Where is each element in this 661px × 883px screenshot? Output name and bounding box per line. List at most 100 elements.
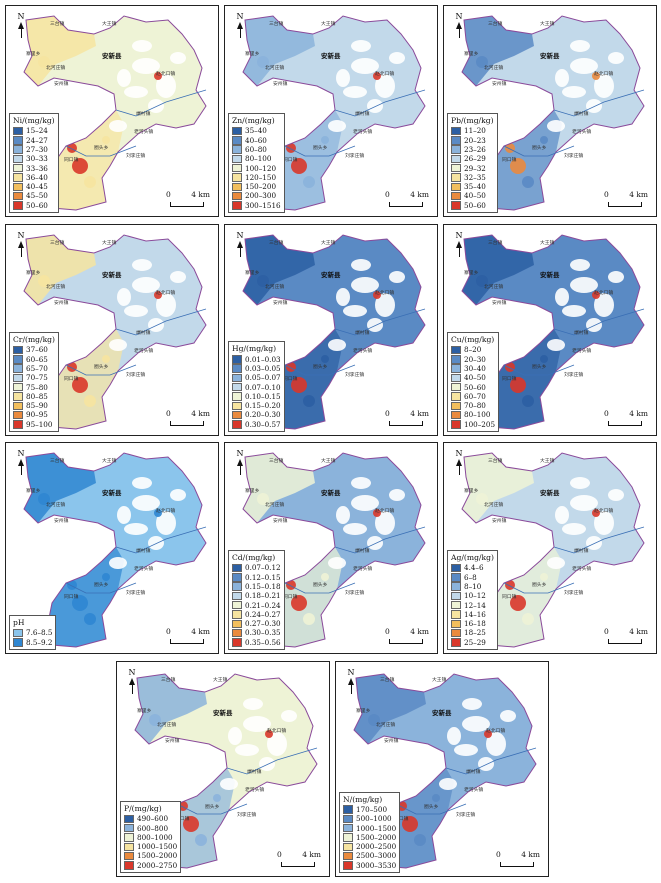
scale-start-label: 0 [604, 190, 609, 199]
legend-swatch [451, 355, 461, 364]
legend-label: 3000–3530 [356, 860, 397, 870]
legend-item: 0.35–0.56 [232, 638, 281, 647]
legend-item: 0.20–0.30 [232, 410, 281, 419]
lake-patch [343, 305, 367, 317]
map-canvas [242, 15, 426, 211]
scale-bar: 0 4 km [166, 190, 210, 210]
town-label: 赵北口镇 [375, 72, 395, 77]
legend-item: 200–300 [232, 191, 281, 200]
lake-patch [367, 536, 383, 550]
town-label: 同口镇 [175, 816, 190, 822]
town-label: 赵北口镇 [375, 509, 395, 514]
legend-swatch [451, 563, 461, 573]
legend-item: 120–150 [232, 173, 281, 182]
legend-item: 0.07–0.10 [232, 383, 281, 392]
region-west-fill [24, 235, 96, 305]
legend-item: 1500–2000 [343, 833, 396, 842]
town-label: 大王镇 [540, 459, 555, 464]
scale-start-label: 0 [385, 409, 390, 418]
concentration-hotspot [540, 573, 548, 581]
concentration-hotspot [84, 395, 96, 407]
scale-bar-line [608, 202, 642, 207]
legend-swatch [451, 373, 461, 383]
legend-title: Ag/(mg/kg) [451, 553, 494, 563]
town-label: 端村镇 [136, 549, 151, 554]
legend-swatch [451, 163, 461, 173]
county-seat-label: 安新县 [321, 271, 341, 279]
legend-label: 1000–1500 [137, 842, 178, 852]
concentration-hotspot [154, 291, 162, 299]
lake-patch [267, 732, 287, 756]
legend-label: 35–40 [245, 126, 267, 136]
map-canvas [461, 452, 645, 648]
road-line [284, 364, 356, 376]
lake-patch [117, 288, 131, 306]
legend-swatch [232, 563, 242, 573]
legend-swatch [13, 191, 23, 201]
county-seat-label: 安新县 [321, 52, 341, 60]
lake-patch [562, 305, 586, 317]
legend-label: 170–500 [356, 804, 388, 814]
legend-item: 100–205 [451, 420, 495, 429]
legend-swatch [124, 833, 134, 842]
legend-item: 8–20 [451, 345, 495, 354]
lake-patch [462, 698, 482, 710]
county-boundary [242, 452, 426, 648]
legend-swatch [451, 420, 461, 429]
legend-label: 16–18 [464, 619, 486, 629]
lake-patch [328, 339, 346, 351]
legend-label: 2000–2500 [356, 842, 397, 852]
lake-patch [243, 716, 271, 732]
town-label: 老河头镇 [464, 788, 484, 794]
town-label: 北河庄镇 [484, 285, 504, 290]
legend-swatch [451, 591, 461, 601]
legend-label: 95–100 [26, 419, 53, 429]
county-boundary [461, 15, 645, 211]
concentration-hotspot [522, 395, 534, 407]
legend-label: 10–12 [464, 591, 486, 601]
concentration-hotspot [84, 176, 96, 188]
concentration-hotspot [510, 595, 526, 611]
scale-start-label: 0 [604, 627, 609, 636]
road-line [503, 145, 575, 157]
region-south-fill [267, 329, 343, 429]
legend-label: 600–800 [137, 823, 169, 833]
legend-swatch [13, 345, 23, 355]
lake-patch [555, 288, 569, 306]
region-south-fill [48, 547, 124, 647]
region-south-fill [48, 329, 124, 429]
legend-item: 60–65 [13, 355, 55, 364]
scale-bar: 0 4 km [166, 627, 210, 647]
legend-label: 30–40 [464, 363, 486, 373]
legend-item: 1000–1500 [343, 824, 396, 833]
road-line [553, 526, 645, 554]
scale-end-label: 4 km [629, 409, 648, 418]
legend-swatch [232, 163, 242, 173]
legend-swatch [232, 610, 242, 619]
legend-label: 70–80 [464, 401, 486, 411]
legend-swatch [232, 401, 242, 410]
town-label: 赵北口镇 [594, 72, 614, 77]
town-label: 北河庄镇 [265, 285, 285, 290]
town-label: 安州镇 [54, 301, 69, 306]
road-line [445, 747, 537, 775]
legend-item: 35–40 [451, 182, 494, 191]
legend-label: 4.4–6 [464, 563, 484, 573]
town-label: 寨里乡 [26, 52, 41, 57]
lake-patch [608, 271, 624, 283]
legend-swatch [13, 182, 23, 191]
concentration-hotspot [149, 714, 161, 726]
legend-label: 65–70 [26, 363, 48, 373]
concentration-hotspot [154, 509, 162, 517]
legend-label: 500–1000 [356, 814, 392, 824]
legend-label: 0.12–0.15 [245, 572, 281, 582]
legend-item: 70–80 [451, 401, 495, 410]
concentration-hotspot [102, 136, 110, 144]
legend-item: 33–36 [13, 164, 55, 173]
legend-label: 33–36 [26, 163, 48, 173]
lake-patch [367, 318, 383, 332]
legend-title: Zn/(mg/kg) [232, 116, 275, 126]
scale-bar: 0 4 km [385, 627, 429, 647]
legend-swatch [232, 619, 242, 628]
scale-end-label: 4 km [629, 190, 648, 199]
